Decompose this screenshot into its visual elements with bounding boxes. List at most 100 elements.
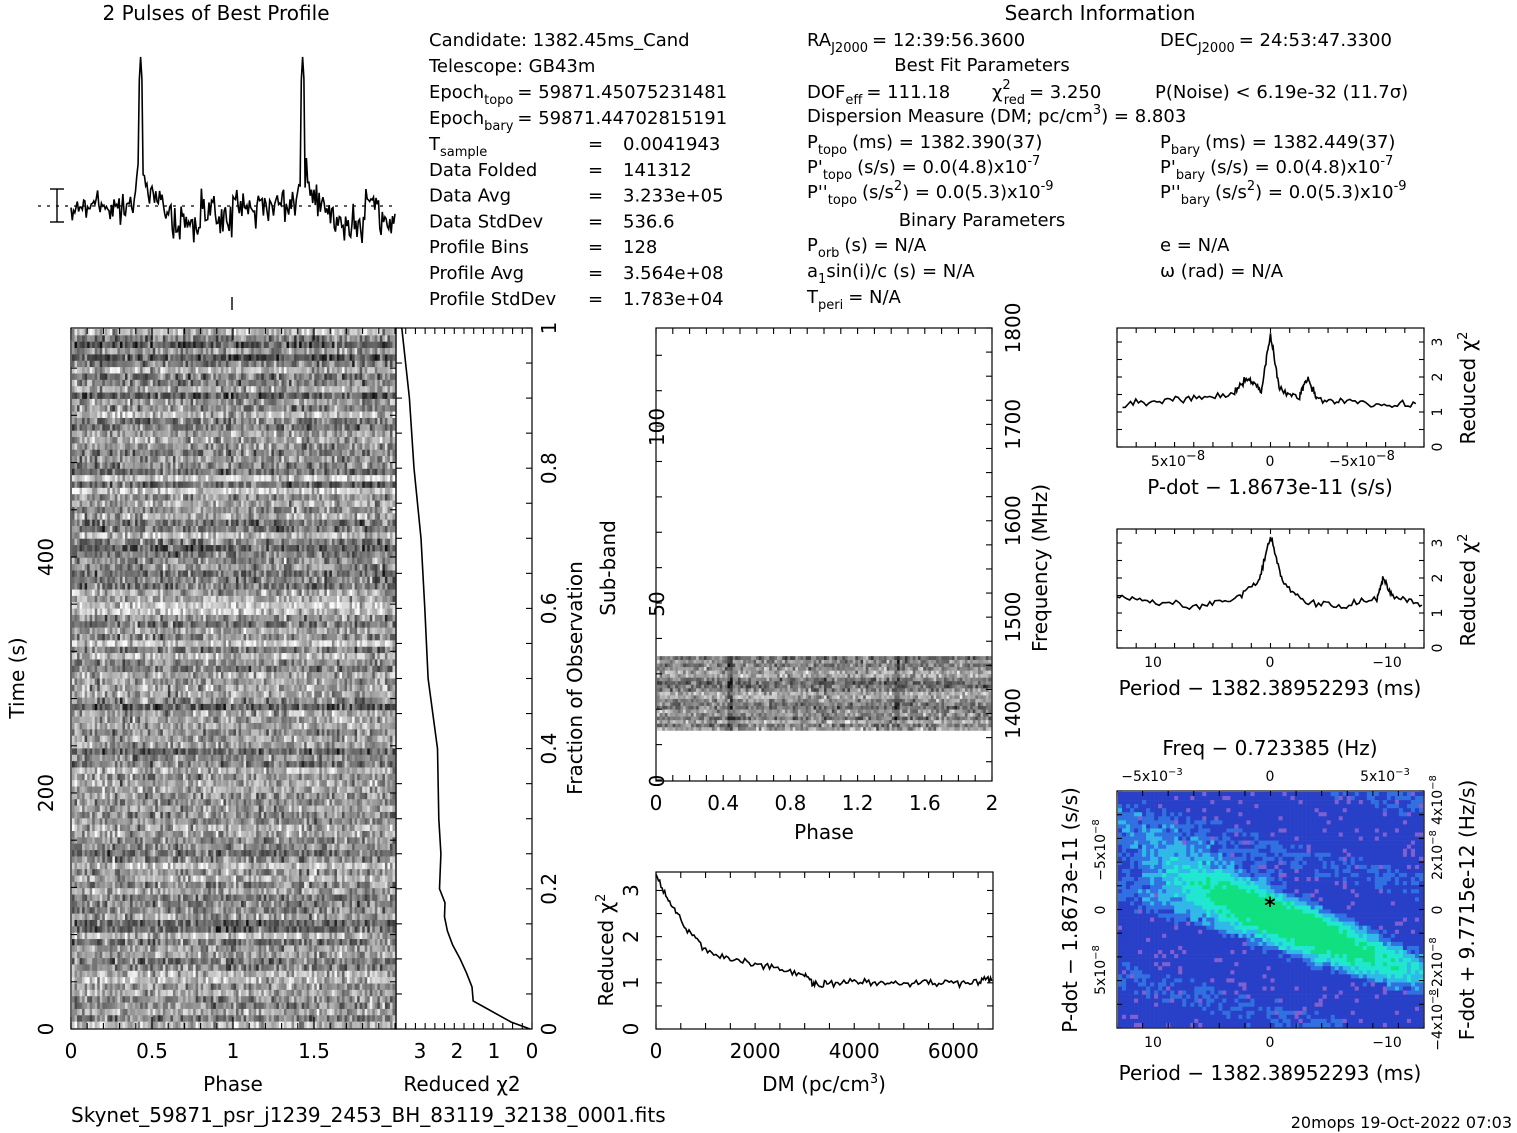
- tp-pixel: [385, 335, 388, 342]
- tp-pixel: [254, 405, 257, 412]
- tp-pixel: [254, 342, 257, 349]
- tp-pixel: [254, 526, 257, 533]
- tp-pixel: [153, 501, 156, 508]
- tp-pixel: [82, 361, 85, 368]
- tp-pixel: [208, 570, 211, 577]
- tp-pixel: [128, 494, 131, 501]
- tp-pixel: [239, 424, 242, 431]
- tp-pixel: [360, 348, 363, 355]
- tp-pixel: [216, 475, 219, 482]
- tp-pixel: [322, 361, 325, 368]
- tp-pixel: [208, 462, 211, 469]
- tp-pixel: [135, 501, 138, 508]
- tp-pixel: [241, 361, 244, 368]
- tp-pixel: [218, 570, 221, 577]
- tp-pixel: [148, 475, 151, 482]
- tp-pixel: [286, 424, 289, 431]
- tp-pixel: [375, 329, 378, 336]
- tp-pixel: [259, 361, 262, 368]
- tp-pixel: [175, 386, 178, 393]
- tp-pixel: [231, 482, 234, 489]
- tp-pixel: [387, 424, 390, 431]
- tp-pixel: [246, 494, 249, 501]
- tp-pixel: [271, 539, 274, 546]
- tp-pixel: [276, 494, 279, 501]
- tp-pixel: [345, 348, 348, 355]
- tp-pixel: [107, 437, 110, 444]
- tp-pixel: [357, 501, 360, 508]
- tp-pixel: [266, 354, 269, 361]
- tp-pixel: [188, 342, 191, 349]
- tp-pixel: [259, 412, 262, 419]
- tp-pixel: [140, 564, 143, 571]
- tp-pixel: [259, 520, 262, 527]
- tp-pixel: [236, 551, 239, 558]
- tp-pixel: [148, 418, 151, 425]
- tp-pixel: [327, 469, 330, 476]
- tp-pixel: [266, 494, 269, 501]
- tp-pixel: [246, 488, 249, 495]
- tp-pixel: [367, 418, 370, 425]
- tp-pixel: [345, 380, 348, 387]
- tp-pixel: [372, 520, 375, 527]
- tp-pixel: [216, 412, 219, 419]
- tp-pixel: [135, 475, 138, 482]
- tp-pixel: [387, 494, 390, 501]
- tp-pixel: [140, 412, 143, 419]
- tp-pixel: [350, 329, 353, 336]
- tp-pixel: [269, 456, 272, 463]
- tp-pixel: [236, 437, 239, 444]
- tp-pixel: [133, 462, 136, 469]
- tp-pixel: [292, 539, 295, 546]
- tp-pixel: [241, 437, 244, 444]
- tp-pixel: [307, 526, 310, 533]
- tp-pixel: [102, 412, 105, 419]
- tp-pixel: [264, 361, 267, 368]
- tp-pixel: [294, 513, 297, 520]
- tp-pixel: [213, 539, 216, 546]
- tp-pixel: [168, 450, 171, 457]
- tp-pixel: [309, 424, 312, 431]
- tp-pixel: [226, 380, 229, 387]
- tp-pixel: [117, 482, 120, 489]
- tp-pixel: [102, 488, 105, 495]
- tp-pixel: [392, 393, 395, 400]
- tp-pixel: [281, 507, 284, 514]
- tp-pixel: [362, 399, 365, 406]
- tp-pixel: [80, 418, 83, 425]
- tp-pixel: [170, 450, 173, 457]
- tp-pixel: [307, 405, 310, 412]
- tp-pixel: [87, 393, 90, 400]
- tp-pixel: [100, 558, 103, 565]
- tp-pixel: [186, 494, 189, 501]
- tp-pixel: [259, 501, 262, 508]
- tp-pixel: [244, 354, 247, 361]
- tp-pixel: [375, 431, 378, 438]
- tp-pixel: [206, 456, 209, 463]
- tp-pixel: [198, 564, 201, 571]
- tp-pixel: [360, 399, 363, 406]
- tp-pixel: [236, 564, 239, 571]
- tp-pixel: [244, 558, 247, 565]
- tp-pixel: [110, 507, 113, 514]
- tp-pixel: [342, 482, 345, 489]
- tp-pixel: [198, 418, 201, 425]
- tp-pixel: [372, 367, 375, 374]
- tp-pixel: [115, 329, 118, 336]
- tp-pixel: [292, 367, 295, 374]
- omega-text: ω (rad) = N/A: [1160, 261, 1284, 282]
- tp-pixel: [249, 570, 252, 577]
- tp-pixel: [352, 494, 355, 501]
- tp-pixel: [80, 526, 83, 533]
- tp-pixel: [269, 386, 272, 393]
- tp-pixel: [244, 551, 247, 558]
- tp-pixel: [128, 462, 131, 469]
- tp-pixel: [385, 386, 388, 393]
- tp-pixel: [140, 513, 143, 520]
- tp-pixel: [80, 450, 83, 457]
- tp-pixel: [246, 456, 249, 463]
- tp-pixel: [117, 380, 120, 387]
- tp-pixel: [188, 386, 191, 393]
- tp-pixel: [158, 335, 161, 342]
- tp-pixel: [329, 545, 332, 552]
